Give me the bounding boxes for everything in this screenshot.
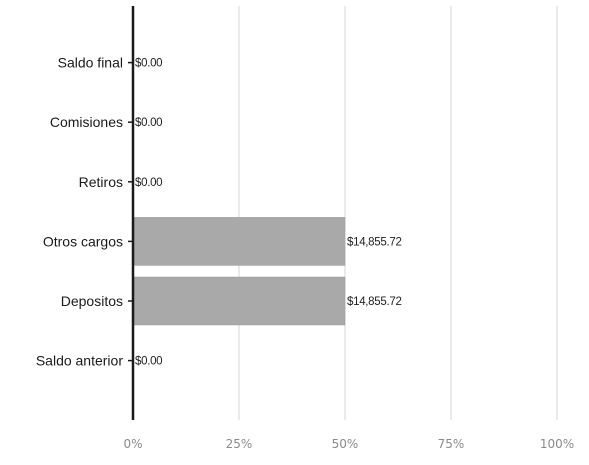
data-label: $14,855.72 [347,236,402,248]
category-label: Saldo anterior [36,353,124,369]
x-tick-label: 100% [540,437,574,451]
category-label: Saldo final [58,55,123,71]
x-tick-label: 25% [226,437,253,451]
category-labels: Saldo final Comisiones Retiros Otros cargos… [36,55,124,369]
data-label: $0.00 [135,117,162,129]
x-tick-label: 75% [438,437,465,451]
data-label: $0.00 [135,356,162,368]
data-labels: $0.00 $0.00 $0.00 $14,855.72 $14,855.72 $0.00 [135,58,402,368]
bar [133,217,346,266]
data-label: $0.00 [135,58,162,70]
category-label: Comisiones [50,114,123,130]
bars [133,217,346,326]
category-label: Depositos [61,293,123,309]
data-label: $14,855.72 [347,296,402,308]
x-tick-labels: 0% 25% 50% 75% 100% [123,437,574,451]
y-axis [128,6,135,420]
x-tick-label: 0% [123,437,142,451]
gridlines [238,6,558,420]
x-tick-label: 50% [332,437,359,451]
data-label: $0.00 [135,177,162,189]
category-label: Otros cargos [43,233,123,249]
bar [133,276,346,326]
category-label: Retiros [79,174,123,190]
